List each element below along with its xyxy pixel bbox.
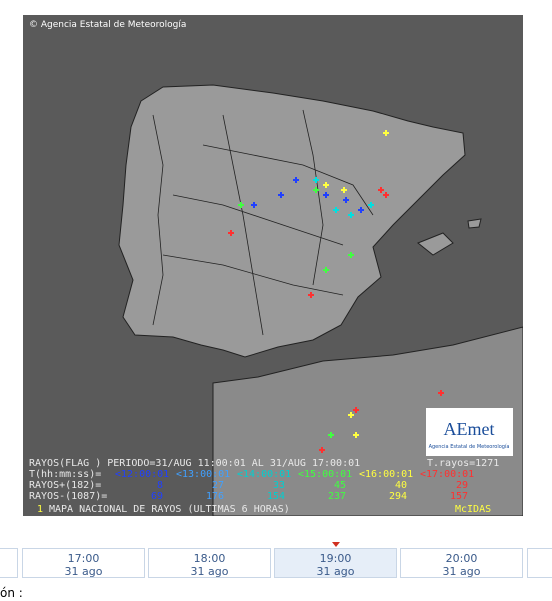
legend-total: T.rayos=1271: [427, 458, 499, 469]
footer-text: ón :: [0, 586, 23, 600]
iberia: [118, 84, 466, 358]
legend-positive: 29: [456, 480, 468, 491]
legend-negative: 294: [389, 491, 407, 502]
timeline-time: 20:00: [445, 552, 478, 565]
lightning-early: [251, 177, 364, 213]
lightning-map: © Agencia Estatal de Meteorología AEmet …: [23, 15, 523, 516]
legend-positive-label: RAYOS+(182)=: [29, 480, 101, 491]
timeline-time: 18:00: [193, 552, 226, 565]
timeline-date: 31 ago: [64, 565, 103, 578]
balearic-islands: [417, 218, 482, 256]
legend-negative: 69: [151, 491, 163, 502]
legend-negative: 176: [206, 491, 224, 502]
timeline-date: 31 ago: [190, 565, 229, 578]
africa: [212, 326, 523, 516]
timeline-cell[interactable]: 19:00 31 ago: [274, 548, 397, 578]
footer-source: McIDAS: [455, 504, 491, 515]
timeline-cell[interactable]: 20:00 31 ago: [400, 548, 523, 578]
legend-negative: 237: [328, 491, 346, 502]
legend-header: RAYOS(FLAG ) PERIODO=31/AUG 11:00:01 AL …: [29, 458, 360, 469]
legend-time: <14:00:01: [237, 469, 291, 480]
logo-box: [426, 408, 513, 456]
legend-positive: 33: [273, 480, 285, 491]
timeline-cell[interactable]: 18:00 31 ago: [148, 548, 271, 578]
lightning-green: [238, 187, 354, 438]
legend-time: <17:00:01: [420, 469, 474, 480]
lightning-late: [323, 130, 389, 438]
legend-negative: 157: [450, 491, 468, 502]
legend-time: <15:00:01: [298, 469, 352, 480]
logo-name: AEmet: [444, 419, 495, 439]
lightning-mid: [313, 177, 374, 218]
timeline-time: 19:00: [319, 552, 352, 565]
legend-positive: 8: [157, 480, 163, 491]
timeline-cell-edge[interactable]: [527, 548, 552, 578]
legend-time: <13:00:01: [176, 469, 230, 480]
timeline-date: 31 ago: [316, 565, 355, 578]
timeline-date: 31 ago: [442, 565, 481, 578]
footer-index: 1: [37, 504, 43, 515]
lightning-latest: [228, 187, 444, 453]
legend: RAYOS(FLAG ) PERIODO=31/AUG 11:00:01 AL …: [29, 458, 499, 515]
legend-negative: 154: [267, 491, 285, 502]
footer-title: MAPA NACIONAL DE RAYOS (ULTIMAS 6 HORAS): [49, 504, 290, 515]
legend-time: <16:00:01: [359, 469, 413, 480]
current-marker: [332, 542, 340, 547]
legend-time: <12:00:01: [115, 469, 169, 480]
legend-positive: 45: [334, 480, 346, 491]
timeline-cell-edge[interactable]: [0, 548, 18, 578]
legend-negative-label: RAYOS-(1087)=: [29, 491, 107, 502]
legend-positive: 27: [212, 480, 224, 491]
legend-time-label: T(hh:mm:ss)=: [29, 469, 101, 480]
timeline-time: 17:00: [67, 552, 100, 565]
copyright: © Agencia Estatal de Meteorología: [29, 20, 186, 30]
timeline-cell[interactable]: 17:00 31 ago: [22, 548, 145, 578]
region-borders: [152, 109, 374, 336]
logo-subtitle: Agencia Estatal de Meteorología: [429, 443, 510, 450]
legend-positive: 40: [395, 480, 407, 491]
timeline: 17:00 31 ago 18:00 31 ago 19:00 31 ago 20:00 31…: [0, 548, 552, 580]
